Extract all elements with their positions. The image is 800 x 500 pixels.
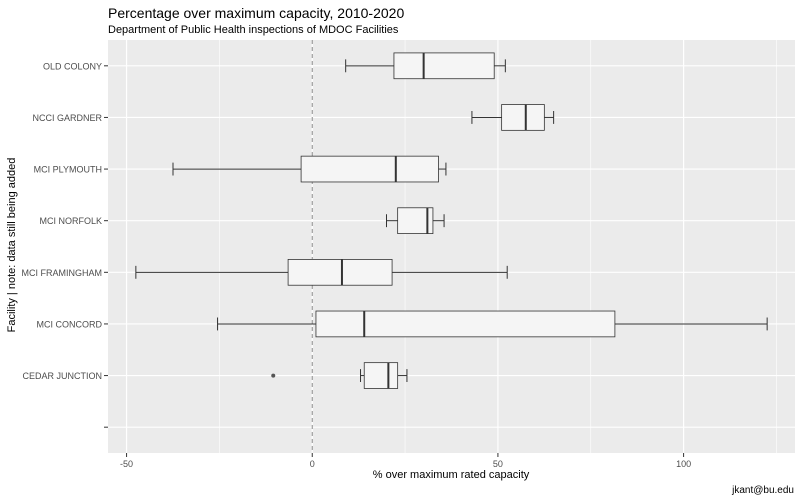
x-tick-label: -50: [120, 459, 133, 469]
y-axis-label: Facility | note: data still being added: [6, 158, 18, 333]
chart-title: Percentage over maximum capacity, 2010-2…: [108, 5, 405, 21]
y-tick-label: MCI CONCORD: [37, 319, 103, 329]
x-tick-label: 100: [676, 459, 691, 469]
box-ncci-gardner: [471, 104, 555, 131]
y-tick-label: MCI FRAMINGHAM: [22, 268, 103, 278]
box-cedar-junction: [271, 362, 408, 389]
outlier-point: [271, 373, 276, 378]
x-tick-label: 50: [493, 459, 503, 469]
x-axis-label: % over maximum rated capacity: [373, 469, 530, 481]
x-axis: -50 0 50 100: [120, 453, 691, 469]
chart-caption: jkant@bu.edu: [732, 485, 794, 496]
y-tick-label: MCI NORFOLK: [39, 216, 102, 226]
y-tick-label: MCI PLYMOUTH: [34, 165, 102, 175]
box-mci-plymouth: [172, 155, 447, 183]
y-axis: OLD COLONY NCCI GARDNER MCI PLYMOUTH MCI NO…: [22, 61, 108, 428]
chart-subtitle: Department of Public Health inspections …: [108, 24, 399, 36]
box-iqr: [363, 362, 399, 389]
box-mci-concord: [217, 310, 768, 338]
x-tick-label: 0: [310, 459, 315, 469]
box-iqr: [501, 104, 545, 131]
boxes: [135, 52, 768, 389]
box-iqr: [393, 52, 495, 80]
grid-minor: [219, 40, 777, 453]
box-mci-norfolk: [386, 207, 445, 234]
y-tick-label: CEDAR JUNCTION: [22, 371, 102, 381]
box-iqr: [300, 155, 439, 183]
box-iqr: [315, 310, 616, 338]
y-tick-label: OLD COLONY: [43, 61, 102, 71]
y-tick-label: NCCI GARDNER: [32, 113, 102, 123]
box-old-colony: [345, 52, 506, 80]
plot-panel: [108, 40, 795, 453]
box-mci-framingham: [135, 259, 508, 286]
box-iqr: [287, 259, 393, 286]
